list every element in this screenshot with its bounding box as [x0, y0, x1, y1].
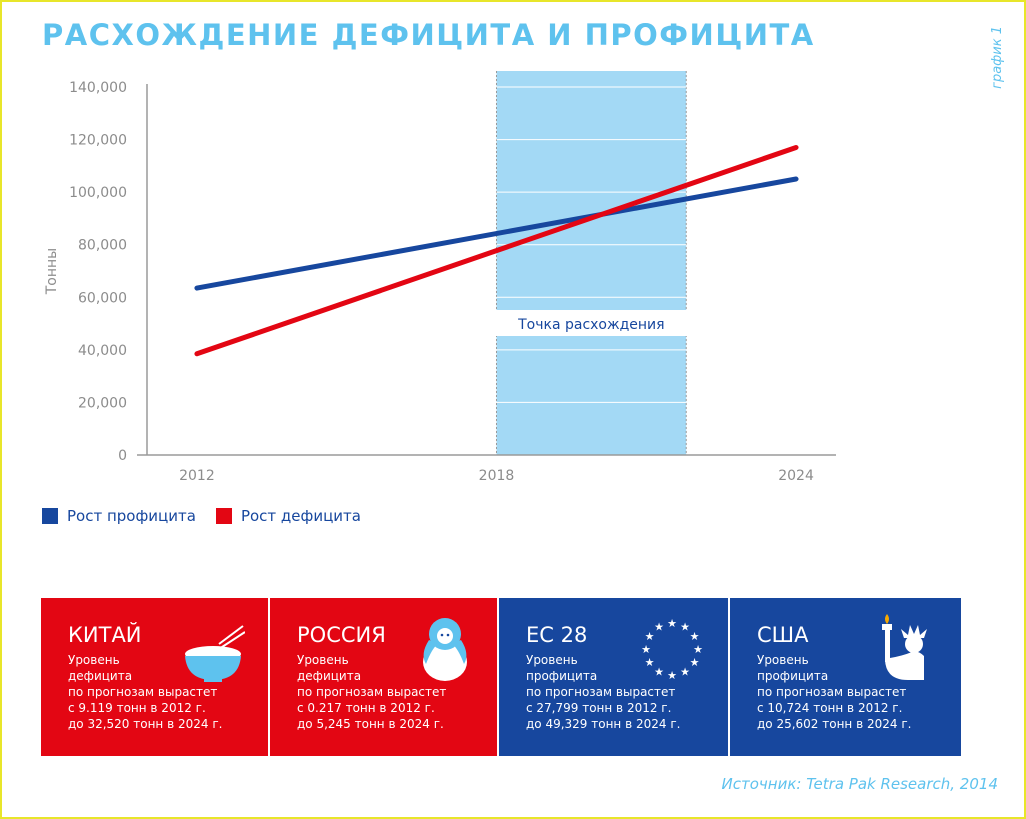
panel-title: РОССИЯ	[297, 623, 386, 647]
eu-star: ★	[645, 630, 655, 643]
eu-star: ★	[667, 669, 677, 682]
y-tick-label: 20,000	[78, 395, 127, 411]
eu-star: ★	[654, 621, 664, 634]
eu-star: ★	[654, 666, 664, 679]
y-tick-label: 100,000	[69, 185, 127, 201]
panel-china: КИТАЙ Уровень дефицита по прогнозам выра…	[41, 598, 270, 756]
panel-line: с 10,724 тонн в 2012 г.	[757, 701, 903, 715]
y-tick-label: 120,000	[69, 133, 127, 149]
y-tick-label: 40,000	[78, 343, 127, 359]
panel-russia: РОССИЯ Уровень дефицита по прогнозам выр…	[270, 598, 499, 756]
chart-legend: Рост профицита Рост дефицита	[42, 507, 361, 525]
y-tick-label: 80,000	[78, 238, 127, 254]
panel-line: до 25,602 тонн в 2024 г.	[757, 717, 912, 731]
panel-line: с 0.217 тонн в 2012 г.	[297, 701, 435, 715]
panel-line: дефицита	[297, 669, 362, 683]
eu-star: ★	[645, 656, 655, 669]
surplus-line	[194, 176, 799, 291]
line-chart: 0 20,000 40,000 60,000 80,000 100,000 120,000 1…	[44, 71, 836, 484]
rice-bowl-icon	[185, 625, 245, 682]
matryoshka-icon	[423, 618, 467, 681]
eu-star: ★	[690, 630, 700, 643]
panel-title: КИТАЙ	[68, 623, 142, 647]
panel-line: дефицита	[68, 669, 133, 683]
x-tick-label: 2012	[179, 468, 215, 484]
panel-line: с 9.119 тонн в 2012 г.	[68, 701, 206, 715]
x-tick-label: 2024	[778, 468, 814, 484]
deficit-line	[194, 144, 799, 357]
legend-swatch-deficit	[215, 508, 232, 524]
panel-eu28: ЕС 28 Уровень профицита по прогнозам выр…	[499, 598, 730, 756]
zone-label: Точка расхождения	[517, 317, 664, 333]
divergence-zone	[496, 71, 687, 455]
eu-star: ★	[690, 656, 700, 669]
eu-star: ★	[680, 621, 690, 634]
source-note: Источник: Tetra Pak Research, 2014	[721, 775, 998, 793]
panel-line: профицита	[526, 669, 598, 683]
panel-line: с 27,799 тонн в 2012 г.	[526, 701, 672, 715]
eu-star: ★	[641, 643, 651, 656]
panel-line: Уровень	[526, 653, 578, 667]
y-tick-label: 60,000	[78, 290, 127, 306]
panel-line: Уровень	[757, 653, 809, 667]
zone-label-bg	[488, 310, 695, 336]
panel-usa: США Уровень профицита по прогнозам вырас…	[730, 598, 961, 756]
panel-line: Уровень	[68, 653, 120, 667]
eu-star: ★	[693, 643, 703, 656]
eu-star: ★	[667, 617, 677, 630]
panel-line: профицита	[757, 669, 829, 683]
panel-line: Уровень	[297, 653, 349, 667]
legend-item-surplus: Рост профицита	[42, 507, 196, 525]
panel-line: по прогнозам вырастет	[757, 685, 907, 699]
legend-item-deficit: Рост дефицита	[215, 507, 361, 525]
statue-of-liberty-icon	[882, 614, 927, 680]
x-tick-label: 2018	[479, 468, 515, 484]
panel-line: по прогнозам вырастет	[297, 685, 447, 699]
panel-line: по прогнозам вырастет	[526, 685, 676, 699]
legend-label-deficit: Рост дефицита	[240, 507, 361, 525]
panel-title: ЕС 28	[526, 623, 588, 647]
eu-stars-icon: ★ ★★★★★★★★★★★	[641, 617, 703, 682]
page-title: РАСХОЖДЕНИЕ ДЕФИЦИТА И ПРОФИЦИТА	[42, 18, 815, 52]
panel-title: США	[757, 623, 809, 647]
panel-line: до 32,520 тонн в 2024 г.	[68, 717, 223, 731]
y-tick-label: 140,000	[69, 80, 127, 96]
eu-star: ★	[680, 666, 690, 679]
legend-label-surplus: Рост профицита	[67, 507, 196, 525]
panel-line: до 49,329 тонн в 2024 г.	[526, 717, 681, 731]
panel-line: по прогнозам вырастет	[68, 685, 218, 699]
panel-line: до 5,245 тонн в 2024 г.	[297, 717, 444, 731]
y-tick-label: 0	[118, 448, 127, 464]
y-axis-label: Тонны	[44, 248, 60, 295]
country-panels: КИТАЙ Уровень дефицита по прогнозам выра…	[41, 598, 961, 756]
legend-swatch-surplus	[42, 508, 58, 524]
